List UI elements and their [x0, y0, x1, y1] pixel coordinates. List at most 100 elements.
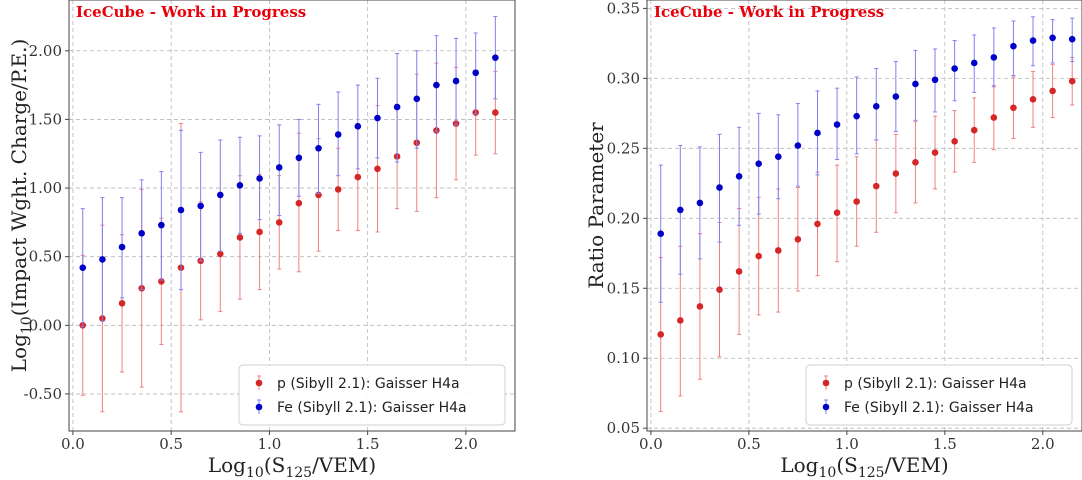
data-point — [794, 142, 802, 149]
data-point — [657, 230, 665, 237]
y-tick-label: 0.00 — [29, 316, 62, 334]
legend-point-marker — [822, 379, 830, 387]
legend-point-marker — [822, 403, 830, 411]
data-point — [912, 80, 919, 88]
tick-labels: 0.0 0.5 1.0 1.5 2.0 -0.50 0.00 0.50 1.00 1.50 2.00 — [24, 42, 478, 453]
data-point — [256, 175, 263, 182]
data-point — [118, 243, 126, 251]
y-tick-label: 1.00 — [29, 179, 62, 197]
series-iron — [657, 16, 1076, 303]
data-point — [951, 138, 958, 145]
x-tick-label: 0.0 — [639, 435, 663, 453]
x-axis-label: Log10(S125/VEM) — [780, 453, 948, 480]
y-tick-label: 0.25 — [607, 139, 640, 157]
data-point — [735, 173, 743, 180]
data-point — [472, 69, 480, 77]
data-point — [315, 144, 322, 152]
legend: p (Sibyll 2.1): Gaisser H4a Fe (Sibyll 2.… — [805, 364, 1073, 426]
series-proton — [657, 56, 1076, 412]
y-tick-label: 0.50 — [29, 248, 62, 266]
data-point — [657, 331, 665, 338]
legend-entry-label: p (Sibyll 2.1): Gaisser H4a — [844, 376, 1027, 392]
y-tick-label: 1.50 — [29, 110, 62, 128]
data-point — [275, 219, 283, 226]
data-point — [853, 198, 860, 205]
data-point — [990, 114, 998, 121]
legend-point-marker — [255, 403, 263, 411]
y-tick-label: 0.05 — [607, 419, 640, 437]
data-point — [774, 247, 782, 254]
data-point — [833, 209, 841, 217]
x-tick-label: 0.0 — [61, 435, 85, 453]
y-tick-label: 0.20 — [607, 209, 640, 227]
data-point — [354, 173, 362, 181]
y-tick-label: 0.15 — [607, 279, 640, 297]
data-point — [794, 235, 802, 243]
y-axis-label: Log10(Impact Wght. Charge/P.E.) — [7, 39, 35, 373]
data-point — [677, 206, 684, 214]
data-point — [177, 206, 185, 214]
data-point — [1029, 96, 1037, 103]
x-tick-label: 1.5 — [356, 435, 380, 453]
y-tick-label: 0.35 — [607, 0, 640, 17]
data-point — [853, 112, 860, 120]
data-point — [696, 199, 704, 207]
x-axis-label: Log10(S125/VEM) — [208, 453, 376, 480]
data-point — [951, 65, 958, 72]
y-tick-label: -0.50 — [24, 385, 62, 403]
x-tick-label: 2.0 — [1031, 435, 1055, 453]
y-tick-label: 0.30 — [607, 69, 640, 87]
data-point — [295, 199, 303, 207]
data-point — [892, 170, 900, 177]
data-point — [374, 165, 381, 173]
data-point — [970, 126, 978, 134]
data-point — [492, 54, 499, 61]
data-point — [774, 153, 782, 161]
data-point — [492, 109, 499, 116]
series-proton — [79, 62, 499, 413]
data-point — [256, 228, 263, 236]
y-axis-label: Ratio Parameter — [584, 122, 608, 289]
data-point — [374, 114, 381, 122]
data-point — [1068, 77, 1076, 85]
legend-box — [805, 364, 1073, 426]
legend-entry-label: Fe (Sibyll 2.1): Gaisser H4a — [844, 400, 1034, 416]
data-point — [931, 76, 939, 84]
data-point — [295, 154, 303, 162]
legend-box — [238, 364, 506, 426]
data-point — [1029, 37, 1037, 44]
legend-entry-label: Fe (Sibyll 2.1): Gaisser H4a — [277, 400, 467, 416]
axes-frame — [68, 0, 516, 432]
data-point — [393, 103, 401, 111]
legend-entry-label: p (Sibyll 2.1): Gaisser H4a — [277, 376, 460, 392]
data-point — [1049, 87, 1056, 95]
data-point — [755, 160, 762, 168]
data-point — [354, 122, 362, 130]
data-point — [334, 131, 342, 138]
data-point — [716, 286, 723, 293]
legend-point-marker — [255, 379, 263, 387]
data-point — [236, 182, 244, 189]
data-point — [1068, 35, 1076, 43]
y-tick-label: 0.10 — [607, 349, 640, 367]
data-point — [99, 256, 106, 263]
data-point — [236, 234, 244, 241]
data-point — [814, 129, 821, 137]
x-tick-label: 2.0 — [454, 435, 478, 453]
data-point — [892, 93, 900, 100]
data-point — [833, 121, 841, 128]
x-tick-label: 1.5 — [933, 435, 957, 453]
data-point — [755, 252, 762, 260]
x-tick-label: 1.0 — [835, 435, 859, 453]
data-point — [1010, 104, 1017, 112]
data-point — [814, 220, 821, 228]
data-point — [138, 230, 145, 237]
data-point — [216, 191, 224, 199]
y-tick-label: 2.00 — [29, 42, 62, 60]
data-point — [275, 164, 283, 171]
data-point — [118, 300, 126, 307]
data-point — [452, 77, 460, 85]
tick-labels: 0.0 0.5 1.0 1.5 2.0 0.05 0.10 0.15 0.20 0.25 0.30 0… — [607, 0, 1055, 453]
data-point — [216, 250, 224, 258]
